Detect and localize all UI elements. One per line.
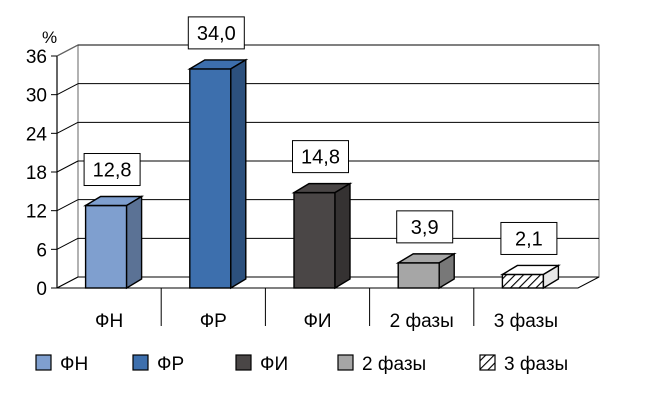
y-tick-label: 6 — [36, 240, 47, 261]
x-tick-label: ФН — [95, 311, 123, 332]
legend-swatch — [235, 354, 252, 371]
data-label-text: 2,1 — [515, 228, 543, 250]
wall-diagonal — [56, 83, 79, 96]
bar-side — [542, 264, 560, 290]
x-tick-label: 2 фазы — [390, 311, 454, 332]
bar-front — [293, 191, 336, 289]
data-label-text: 14,8 — [301, 147, 340, 169]
data-label: 34,0 — [187, 16, 245, 50]
bar-front — [189, 68, 232, 289]
legend-item: 3 фазы — [479, 354, 568, 375]
data-label-box — [500, 221, 558, 255]
bar-side — [125, 195, 143, 290]
data-label-box — [292, 140, 349, 174]
wall-diagonal — [56, 160, 79, 173]
data-label: 14,8 — [292, 140, 349, 174]
bar-front — [84, 204, 128, 289]
legend: ФН ФР ФИ 2 фазы 3 фазы — [35, 354, 568, 375]
data-label-box — [396, 210, 454, 244]
y-tick-label: 24 — [26, 124, 48, 145]
x-tick-label: ФИ — [303, 311, 331, 332]
y-tick-label: 30 — [26, 86, 47, 107]
bar — [83, 195, 145, 290]
bars — [83, 58, 561, 290]
labels: 12,8 ФН 34,0 ФР 14,8 ФИ 3,9 2 фазы 2,1 3 фазы — [83, 16, 558, 332]
y-axis-unit-label: % — [42, 28, 57, 47]
legend-label: ФН — [60, 354, 88, 375]
wall-diagonal — [56, 237, 79, 250]
data-label: 12,8 — [83, 153, 141, 187]
wall-diagonal — [56, 121, 79, 134]
legend-swatch — [337, 354, 354, 371]
legend-item: 2 фазы — [337, 354, 426, 375]
x-tick-label: ФР — [200, 311, 227, 332]
legend-label: 2 фазы — [362, 354, 426, 375]
x-tick-label: 3 фазы — [494, 311, 558, 332]
data-label-text: 3,9 — [411, 217, 439, 239]
legend-label: 3 фазы — [504, 354, 568, 375]
bar-side — [334, 182, 351, 290]
y-tick-label: 18 — [26, 163, 47, 184]
y-tick-label: 36 — [26, 47, 47, 68]
wall-top-edge — [56, 44, 79, 57]
legend-swatch — [132, 354, 149, 371]
y-tick-label: 0 — [36, 279, 47, 300]
bar — [291, 182, 353, 290]
bar — [395, 252, 457, 290]
bar — [187, 58, 249, 290]
y-tick-label: 12 — [26, 202, 47, 223]
bar-side — [230, 58, 247, 290]
data-label: 2,1 — [500, 221, 558, 255]
data-label: 3,9 — [396, 210, 454, 244]
bar-front — [397, 262, 440, 289]
data-label-text: 34,0 — [197, 23, 236, 45]
bar — [499, 264, 561, 290]
data-label-box — [187, 16, 245, 50]
bar-side — [438, 252, 455, 290]
legend-swatch — [35, 354, 52, 371]
legend-item: ФН — [35, 354, 88, 375]
legend-swatch — [479, 354, 496, 371]
legend-label: ФР — [157, 354, 184, 375]
data-label-box — [83, 153, 141, 187]
legend-label: ФИ — [260, 354, 288, 375]
bar-front — [501, 273, 545, 289]
legend-item: ФИ — [235, 354, 288, 375]
data-label-text: 12,8 — [93, 160, 132, 182]
wall-diagonal — [56, 199, 79, 212]
legend-item: ФР — [132, 354, 184, 375]
